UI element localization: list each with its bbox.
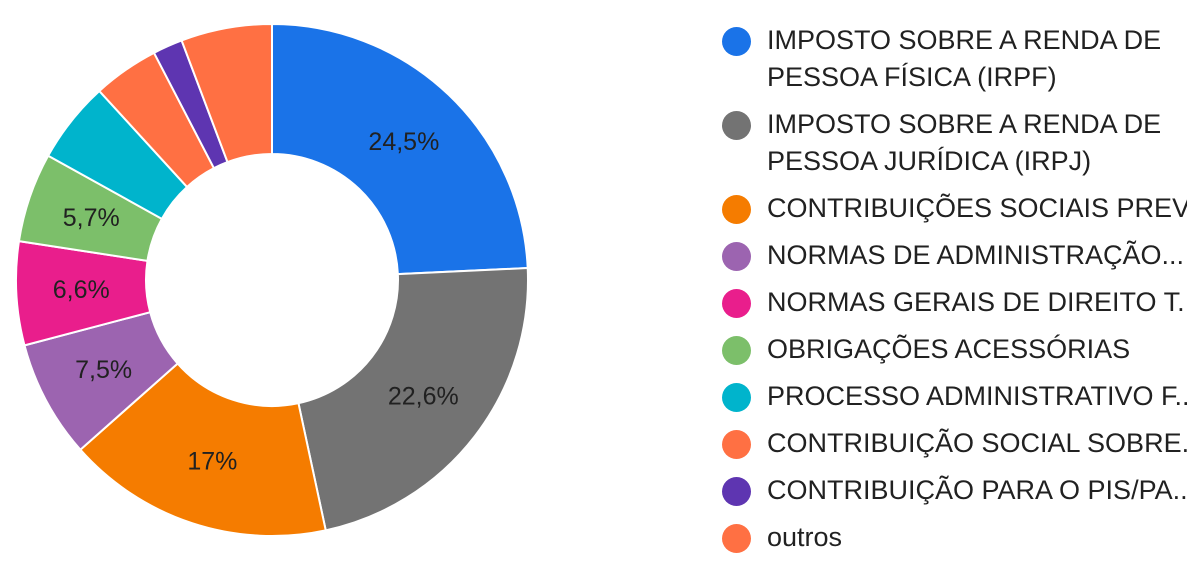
legend-label-0: IMPOSTO SOBRE A RENDA DE PESSOA FÍSICA (… xyxy=(767,25,1162,92)
legend-item-1[interactable]: IMPOSTO SOBRE A RENDA DE PESSOA JURÍDICA… xyxy=(722,106,1192,180)
donut-slice-1[interactable] xyxy=(297,267,529,532)
donut-chart-svg: 24,5% 22,6% 17% 7,5% 6,6% 5,7% xyxy=(15,22,529,537)
legend-swatch-4 xyxy=(722,289,751,318)
donut-slice-9[interactable] xyxy=(180,22,273,164)
slice-value-label-4: 6,6% xyxy=(53,276,110,304)
legend-item-2[interactable]: CONTRIBUIÇÕES SOCIAIS PREV... xyxy=(722,190,1192,227)
legend-swatch-8 xyxy=(722,477,751,506)
legend-item-3[interactable]: NORMAS DE ADMINISTRAÇÃO... xyxy=(722,237,1192,274)
legend-label-3: NORMAS DE ADMINISTRAÇÃO... xyxy=(767,240,1185,270)
legend-item-7[interactable]: CONTRIBUIÇÃO SOCIAL SOBRE... xyxy=(722,425,1192,462)
slice-value-label-5: 5,7% xyxy=(63,204,120,232)
legend-swatch-5 xyxy=(722,336,751,365)
legend-label-2: CONTRIBUIÇÕES SOCIAIS PREV... xyxy=(767,193,1187,223)
legend-item-0[interactable]: IMPOSTO SOBRE A RENDA DE PESSOA FÍSICA (… xyxy=(722,22,1192,96)
legend-swatch-6 xyxy=(722,383,751,412)
legend-item-5[interactable]: OBRIGAÇÕES ACESSÓRIAS xyxy=(722,331,1192,368)
legend-swatch-7 xyxy=(722,430,751,459)
legend-swatch-0 xyxy=(722,27,751,56)
legend-item-6[interactable]: PROCESSO ADMINISTRATIVO F... xyxy=(722,378,1192,415)
donut-slice-0[interactable] xyxy=(271,22,529,276)
legend-label-7: CONTRIBUIÇÃO SOCIAL SOBRE... xyxy=(767,428,1187,458)
chart-legend: IMPOSTO SOBRE A RENDA DE PESSOA FÍSICA (… xyxy=(722,22,1192,566)
slice-value-label-1: 22,6% xyxy=(388,383,459,411)
legend-label-6: PROCESSO ADMINISTRATIVO F... xyxy=(767,381,1187,411)
legend-label-9: outros xyxy=(767,522,843,552)
legend-swatch-2 xyxy=(722,195,751,224)
donut-slice-2[interactable] xyxy=(78,362,327,537)
legend-label-8: CONTRIBUIÇÃO PARA O PIS/PA... xyxy=(767,475,1187,505)
legend-label-4: NORMAS GERAIS DE DIREITO T... xyxy=(767,287,1187,317)
slice-value-label-0: 24,5% xyxy=(368,128,439,156)
legend-swatch-9 xyxy=(722,524,751,553)
legend-label-1: IMPOSTO SOBRE A RENDA DE PESSOA JURÍDICA… xyxy=(767,109,1162,176)
slice-value-label-3: 7,5% xyxy=(75,356,132,384)
legend-swatch-1 xyxy=(722,111,751,140)
slice-value-label-2: 17% xyxy=(187,447,237,475)
donut-chart: 24,5% 22,6% 17% 7,5% 6,6% 5,7% xyxy=(0,0,560,557)
legend-item-9[interactable]: outros xyxy=(722,519,1192,556)
legend-item-8[interactable]: CONTRIBUIÇÃO PARA O PIS/PA... xyxy=(722,472,1192,509)
legend-item-4[interactable]: NORMAS GERAIS DE DIREITO T... xyxy=(722,284,1192,321)
legend-swatch-3 xyxy=(722,242,751,271)
legend-label-5: OBRIGAÇÕES ACESSÓRIAS xyxy=(767,334,1131,364)
